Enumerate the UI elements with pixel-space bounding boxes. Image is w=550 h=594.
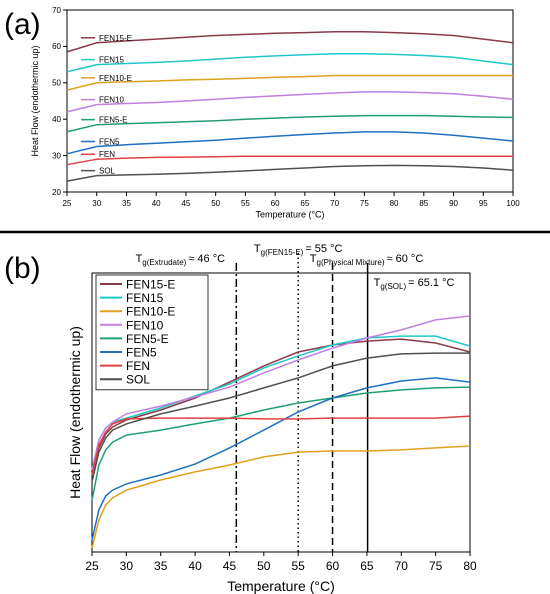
- x-tick-label: 40: [188, 559, 202, 573]
- series-line: [91, 338, 471, 476]
- legend-label: FEN15-E: [99, 34, 132, 43]
- legend-label: FEN10: [99, 96, 124, 105]
- x-tick-label: 30: [120, 559, 134, 573]
- tg-text: = 65.1 °C: [408, 277, 454, 289]
- x-tick-label: 70: [330, 199, 339, 208]
- y-tick-label: 30: [52, 151, 61, 160]
- tg-label: Tg(Physical Mixture) ≈ 60 °C: [310, 253, 424, 267]
- series-line: [66, 52, 514, 73]
- legend-box: [95, 274, 209, 391]
- legend-label: FEN10: [126, 318, 164, 332]
- panel-label: (b): [4, 252, 41, 285]
- tg-subscript: g(Extrudate): [142, 258, 186, 267]
- x-tick-label: 85: [419, 199, 428, 208]
- tg-symbol: T: [254, 243, 261, 255]
- x-tick-label: 30: [92, 199, 101, 208]
- x-tick-label: 100: [506, 199, 520, 208]
- legend-label: FEN15-E: [126, 278, 175, 292]
- x-tick-label: 80: [463, 559, 477, 573]
- legend-label: FEN15: [126, 291, 164, 305]
- tg-subscript: g(FEN15-E): [261, 248, 304, 257]
- x-tick-label: 80: [390, 199, 399, 208]
- x-axis-title: Temperature (°C): [227, 578, 335, 594]
- x-tick-label: 75: [429, 559, 443, 573]
- x-tick-label: 65: [360, 559, 374, 573]
- tg-symbol: T: [310, 253, 317, 265]
- y-axis-title: Heat Flow (endothermic up): [30, 45, 40, 156]
- legend-label: FEN10-E: [126, 305, 175, 319]
- y-tick-label: 70: [52, 6, 61, 15]
- x-tick-label: 55: [292, 559, 306, 573]
- x-tick-label: 95: [479, 199, 488, 208]
- tg-symbol: T: [374, 277, 381, 289]
- series-line: [66, 91, 514, 113]
- x-tick-label: 60: [271, 199, 280, 208]
- tg-label: Tg(SOL) = 65.1 °C: [374, 277, 455, 291]
- series-line: [91, 415, 471, 476]
- x-tick-label: 65: [300, 199, 309, 208]
- legend-label: FEN10-E: [99, 74, 132, 83]
- tg-text: = 55 °C: [305, 243, 342, 255]
- series-line: [66, 131, 514, 155]
- plot-frame: [66, 9, 514, 193]
- legend-label: SOL: [99, 167, 116, 176]
- tg-subscript: g(SOL): [380, 282, 406, 291]
- legend-label: FEN5: [126, 346, 157, 360]
- x-tick-label: 60: [326, 559, 340, 573]
- x-tick-label: 35: [122, 199, 131, 208]
- x-tick-label: 40: [152, 199, 161, 208]
- series-line: [66, 31, 514, 53]
- legend-label: FEN5: [99, 138, 120, 147]
- y-tick-label: 20: [52, 188, 61, 197]
- tg-symbol: T: [136, 253, 143, 265]
- series-line: [66, 155, 513, 166]
- x-tick-label: 45: [181, 199, 190, 208]
- x-tick-label: 35: [154, 559, 168, 573]
- series-line: [66, 114, 514, 133]
- y-axis-title: Heat Flow (endothermic up): [67, 326, 83, 499]
- tg-text: ≈ 60 °C: [387, 253, 424, 265]
- series-line: [66, 164, 514, 182]
- tg-label: Tg(FEN15-E) = 55 °C: [254, 243, 343, 257]
- series-line: [91, 352, 470, 483]
- panel-label: (a): [4, 8, 41, 41]
- x-tick-label: 45: [223, 559, 237, 573]
- x-tick-label: 90: [449, 199, 458, 208]
- series-line: [66, 74, 513, 91]
- y-tick-label: 60: [52, 42, 61, 51]
- x-tick-label: 25: [63, 199, 72, 208]
- x-tick-label: 25: [85, 559, 99, 573]
- y-tick-label: 50: [52, 79, 61, 88]
- legend-label: FEN15: [99, 56, 124, 65]
- series-line: [91, 315, 471, 471]
- tg-text: ≈ 46 °C: [188, 253, 225, 265]
- x-tick-label: 50: [211, 199, 220, 208]
- x-tick-label: 70: [395, 559, 409, 573]
- legend-label: FEN: [126, 359, 150, 373]
- tg-subscript: g(Physical Mixture): [317, 258, 385, 267]
- tg-label: Tg(Extrudate) ≈ 46 °C: [136, 253, 226, 267]
- legend-label: FEN: [99, 150, 115, 159]
- plot-frame: [91, 272, 471, 553]
- series-line: [91, 377, 471, 541]
- legend-label: FEN5-E: [126, 332, 169, 346]
- y-tick-label: 40: [52, 115, 61, 124]
- x-tick-label: 50: [257, 559, 271, 573]
- x-axis-title: Temperature (°C): [255, 210, 324, 220]
- x-tick-label: 55: [241, 199, 250, 208]
- legend-label: SOL: [126, 373, 150, 387]
- legend-label: FEN5-E: [99, 116, 127, 125]
- x-tick-label: 75: [360, 199, 369, 208]
- series-line: [91, 445, 471, 549]
